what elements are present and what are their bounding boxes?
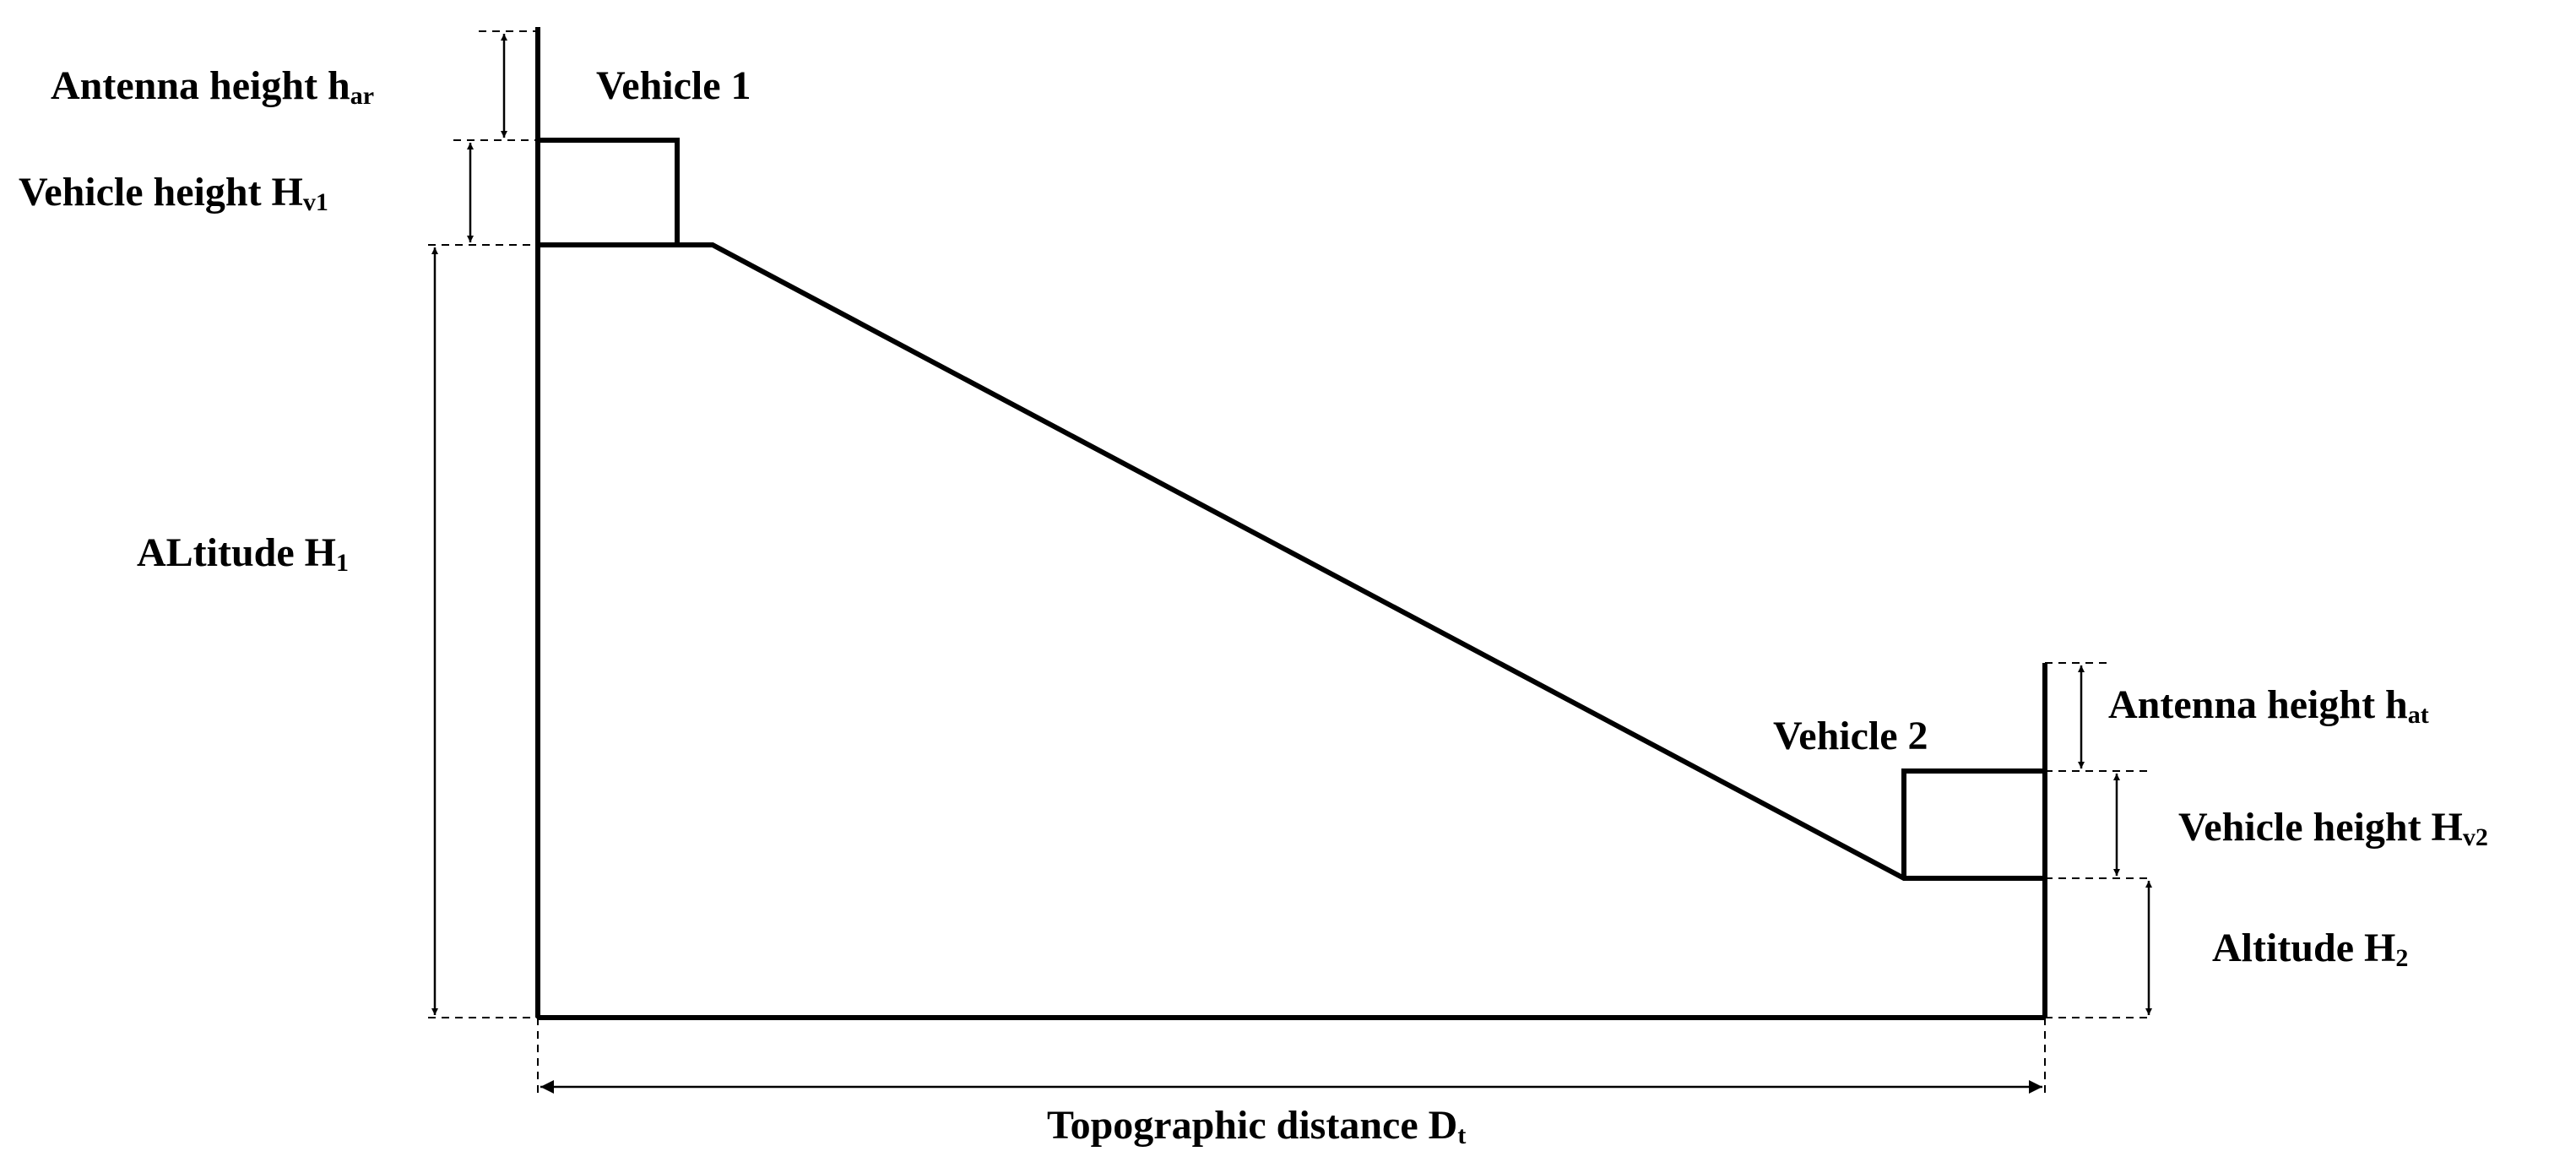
extension-lines [428, 30, 2153, 1098]
vehicle-height-2-label: Vehicle height Hv2 [2178, 805, 2488, 851]
antenna-height-t-label: Antenna height hat [2108, 682, 2429, 729]
vehicle-2-shape [1901, 768, 2045, 878]
altitude-1-label: ALtitude H1 [137, 530, 349, 577]
altitude-2-label: Altitude H2 [2212, 926, 2408, 972]
vehicle-2-label: Vehicle 2 [1773, 714, 1928, 758]
vehicle-1-shape [538, 138, 680, 245]
vehicle-height-1-label: Vehicle height Hv1 [19, 170, 328, 216]
topographic-distance-label: Topographic distance Dt [1047, 1103, 1466, 1149]
vehicle-1-label: Vehicle 1 [596, 63, 751, 108]
antenna-height-r-label: Antenna height har [51, 63, 374, 110]
terrain-profile [535, 27, 2047, 1020]
terrain-slope [538, 242, 2045, 881]
